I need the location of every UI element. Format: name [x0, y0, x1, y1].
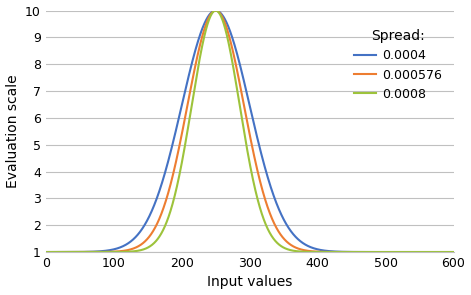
0.0004	[399, 250, 405, 254]
Line: 0.000576: 0.000576	[46, 11, 454, 252]
0.000576	[213, 9, 219, 12]
0.000576	[217, 12, 223, 15]
0.000576	[451, 250, 456, 254]
0.0004	[451, 250, 456, 254]
0.0008	[114, 250, 119, 254]
0.0008	[213, 9, 219, 12]
0.000576	[399, 250, 405, 254]
0.0004	[199, 27, 205, 31]
0.000576	[89, 250, 95, 254]
Line: 0.0004: 0.0004	[46, 11, 454, 252]
0.0004	[89, 250, 95, 253]
0.0004	[43, 250, 49, 254]
0.0008	[399, 250, 405, 254]
0.000576	[114, 250, 119, 253]
0.0008	[43, 250, 49, 254]
0.000576	[199, 35, 205, 38]
0.0008	[425, 250, 430, 254]
0.0008	[89, 250, 95, 254]
Line: 0.0008: 0.0008	[46, 11, 454, 252]
X-axis label: Input values: Input values	[207, 276, 292, 289]
0.0008	[217, 13, 223, 16]
0.0004	[213, 9, 219, 12]
0.0008	[443, 250, 448, 254]
0.0008	[199, 44, 205, 48]
Legend: 0.0004, 0.000576, 0.0008: 0.0004, 0.000576, 0.0008	[349, 24, 447, 106]
0.0004	[443, 250, 448, 254]
Y-axis label: Evaluation scale: Evaluation scale	[6, 74, 20, 188]
0.0004	[217, 11, 223, 14]
0.0008	[451, 250, 456, 254]
0.0004	[114, 247, 119, 250]
0.000576	[443, 250, 448, 254]
0.000576	[43, 250, 49, 254]
